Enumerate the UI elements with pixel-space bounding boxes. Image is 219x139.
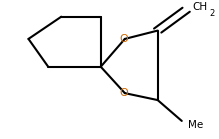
Text: Me: Me — [188, 120, 204, 130]
Text: O: O — [119, 34, 128, 44]
Text: O: O — [119, 88, 128, 98]
Text: CH: CH — [193, 2, 208, 12]
Text: 2: 2 — [210, 9, 215, 18]
